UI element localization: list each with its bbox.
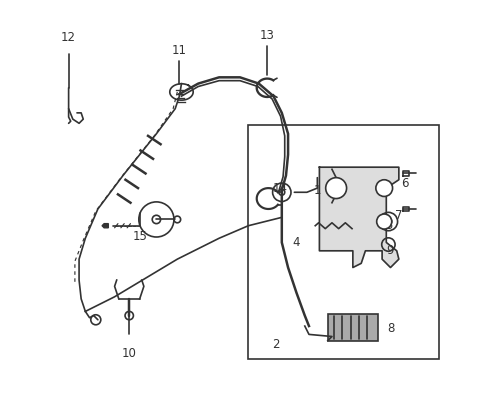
Bar (248, 125, 439, 359)
Text: 13: 13 (260, 29, 275, 42)
Polygon shape (319, 167, 399, 268)
Text: 3: 3 (335, 188, 342, 201)
Text: 4: 4 (293, 236, 300, 249)
Bar (328, 314, 378, 341)
Text: 14: 14 (272, 181, 287, 195)
Circle shape (326, 178, 347, 199)
Circle shape (376, 180, 393, 196)
Text: 15: 15 (132, 229, 147, 243)
Circle shape (385, 218, 392, 225)
Text: 11: 11 (172, 43, 187, 57)
Text: 6: 6 (401, 177, 409, 191)
Text: 10: 10 (122, 347, 137, 360)
Text: 8: 8 (387, 321, 394, 335)
Text: 12: 12 (61, 31, 76, 44)
Text: 5: 5 (384, 219, 392, 232)
Text: 7: 7 (395, 209, 403, 222)
Circle shape (377, 214, 392, 229)
Text: 2: 2 (272, 338, 279, 352)
Polygon shape (102, 224, 108, 228)
Text: 1: 1 (313, 184, 321, 197)
Text: 9: 9 (387, 244, 394, 257)
